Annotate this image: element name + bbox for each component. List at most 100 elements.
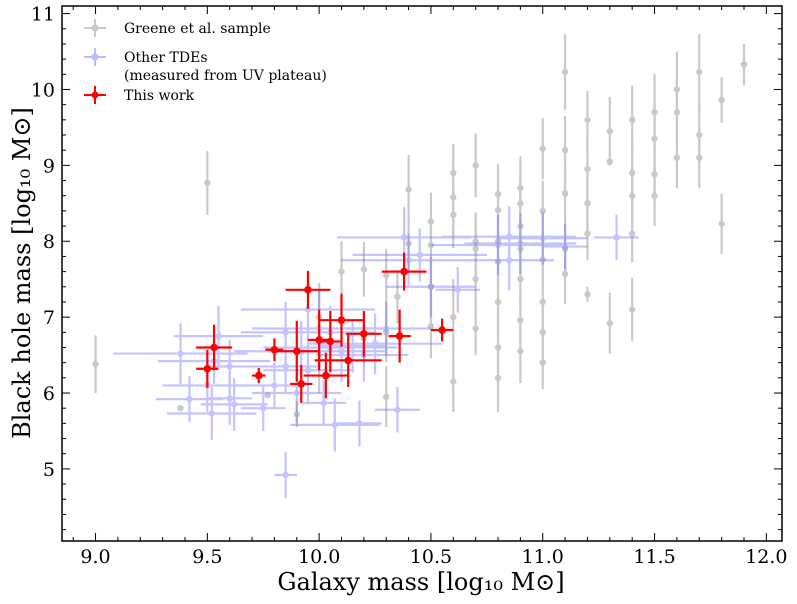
data-point [282, 471, 289, 479]
data-point [405, 186, 412, 193]
plot-frame [61, 5, 783, 542]
data-point [322, 371, 330, 380]
legend-label: Greene et al. sample [124, 21, 271, 37]
data-point [718, 220, 725, 227]
x-tick-label: 11.5 [633, 546, 675, 568]
data-point [383, 325, 390, 332]
data-point [360, 266, 368, 273]
data-point [517, 275, 524, 283]
data-point [606, 158, 614, 165]
data-point [506, 257, 513, 264]
y-tick-label: 10 [31, 79, 55, 101]
legend-marker [84, 19, 106, 37]
data-point [494, 298, 502, 306]
data-point [395, 332, 404, 340]
data-point [416, 251, 423, 259]
data-point [651, 135, 658, 143]
legend-marker [84, 48, 106, 66]
data-point [606, 320, 614, 327]
data-point [371, 340, 379, 347]
data-point [628, 116, 636, 124]
data-point [673, 154, 681, 161]
y-tick-label: 6 [43, 383, 55, 405]
data-point [337, 316, 346, 324]
axis-ticks [62, 6, 782, 541]
data-point [349, 342, 356, 350]
data-point [304, 367, 312, 374]
data-point [651, 192, 658, 199]
data-point [304, 306, 312, 313]
x-tick-label: 9.5 [192, 546, 222, 568]
data-point [293, 411, 300, 418]
y-tick-label: 8 [43, 231, 55, 253]
data-point [297, 380, 306, 388]
legend: Greene et al. sample Other TDEs (measured … [84, 19, 327, 104]
series-1 [113, 206, 639, 498]
data-point [472, 325, 479, 332]
legend-entry-1: Other TDEs (measured from UV plateau) [84, 48, 327, 84]
data-point [254, 371, 263, 380]
data-point [561, 146, 569, 154]
y-tick-label: 11 [31, 4, 55, 26]
data-point [613, 234, 620, 241]
data-point [360, 330, 368, 338]
legend-label: (measured from UV plateau) [124, 68, 327, 84]
data-point [394, 406, 401, 413]
data-point [282, 329, 289, 336]
data-point [506, 233, 513, 240]
data-point [210, 343, 218, 352]
data-point [270, 345, 279, 354]
data-point [450, 378, 457, 385]
data-point [92, 360, 99, 368]
x-tick-label: 10.0 [298, 546, 340, 568]
data-point [561, 190, 569, 197]
x-tick-label: 9.0 [80, 546, 110, 568]
data-point [539, 207, 546, 215]
data-point [177, 404, 184, 412]
data-point [271, 382, 278, 389]
x-tick-label: 12.0 [745, 546, 787, 568]
data-point [718, 96, 725, 104]
data-point [383, 329, 390, 336]
data-point [472, 162, 479, 169]
data-point [204, 179, 211, 187]
legend-label: Other TDEs [124, 50, 208, 66]
data-point [260, 404, 267, 412]
data-point [450, 211, 457, 218]
data-point [561, 270, 569, 278]
data-point [427, 283, 435, 290]
legend-label: This work [124, 88, 195, 104]
data-point [264, 392, 271, 399]
data-point [304, 286, 312, 294]
data-point [315, 336, 323, 344]
data-point [539, 329, 546, 336]
data-point [539, 256, 546, 263]
data-point [383, 272, 390, 279]
legend-marker [84, 86, 106, 104]
data-point [186, 395, 193, 403]
data-point [673, 109, 681, 116]
data-point [584, 291, 591, 298]
data-point [472, 275, 479, 283]
data-point [427, 283, 435, 290]
data-point [584, 165, 591, 173]
data-point [696, 154, 703, 161]
data-point [561, 68, 569, 76]
data-point [292, 347, 301, 356]
data-point [628, 230, 636, 237]
y-tick-label: 5 [43, 459, 55, 481]
data-point [494, 258, 502, 265]
tick-labels: 9.0 9.5 10.0 10.5 11.0 11.5 12.0 5 6 7 8 9 10 11 [31, 4, 788, 568]
data-point [628, 306, 636, 313]
y-axis-label: Black hole mass [log₁₀ M⊙] [8, 107, 36, 439]
x-tick-label: 11.0 [522, 546, 564, 568]
data-point [539, 235, 546, 242]
data-point [517, 240, 524, 247]
data-point [427, 323, 435, 330]
data-point [400, 234, 408, 241]
data-point [230, 401, 238, 408]
data-point [539, 359, 546, 366]
data-point [203, 364, 212, 373]
data-point [338, 348, 345, 355]
